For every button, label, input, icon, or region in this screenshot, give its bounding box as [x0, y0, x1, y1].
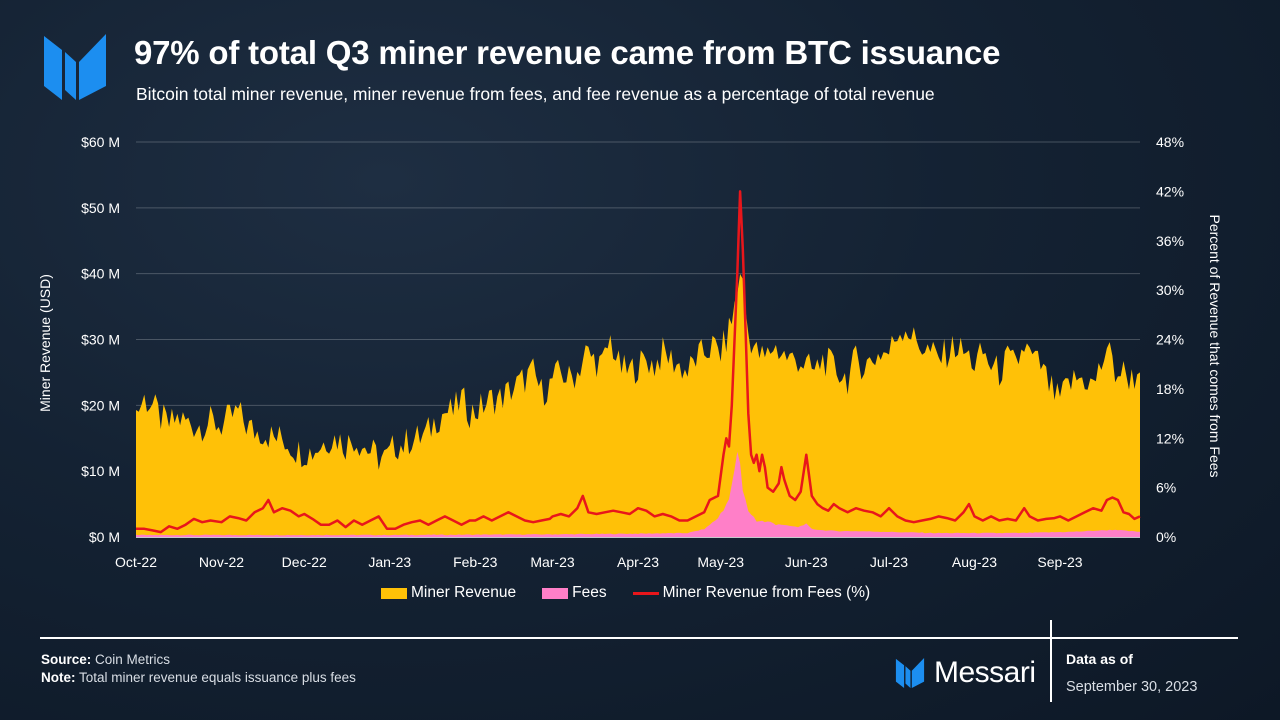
y-tick-label: $0 M: [89, 529, 120, 545]
y2-axis-label: Percent of Revenue that comes from Fees: [1207, 214, 1223, 477]
y-tick-label: $50 M: [81, 200, 120, 216]
x-tick-label: Aug-23: [952, 554, 997, 570]
y-tick-label: $20 M: [81, 397, 120, 413]
source-value: Coin Metrics: [95, 652, 171, 667]
y2-tick-label: 24%: [1156, 332, 1184, 348]
legend-label-revenue: Miner Revenue: [411, 584, 517, 601]
y2-tick-label: 36%: [1156, 233, 1184, 249]
footer-note: Note: Total miner revenue equals issuanc…: [41, 670, 356, 685]
y-tick-label: $30 M: [81, 332, 120, 348]
x-tick-label: May-23: [697, 554, 744, 570]
legend-item-revenue[interactable]: Miner Revenue: [381, 584, 516, 602]
legend-item-fees[interactable]: Fees: [542, 584, 607, 602]
y2-tick-label: 42%: [1156, 183, 1184, 199]
x-tick-label: Jan-23: [368, 554, 411, 570]
x-tick-label: Dec-22: [282, 554, 327, 570]
y2-tick-label: 6%: [1156, 480, 1176, 496]
footer-divider: [40, 637, 1238, 639]
series-line-fee-percent: [136, 190, 1141, 534]
x-tick-label: Jul-23: [870, 554, 908, 570]
note-label: Note:: [41, 670, 76, 685]
y2-tick-label: 12%: [1156, 430, 1184, 446]
y2-tick-label: 30%: [1156, 282, 1184, 298]
chart-lines: [136, 190, 1141, 534]
chart-areas: [136, 274, 1140, 537]
legend-swatch-percent: [632, 591, 659, 595]
legend-label-fees: Fees: [572, 584, 607, 601]
note-value: Total miner revenue equals issuance plus…: [79, 670, 356, 685]
page-title: 97% of total Q3 miner revenue came from …: [134, 34, 1001, 71]
chart-legend: Miner Revenue Fees Miner Revenue from Fe…: [381, 584, 896, 602]
legend-item-percent[interactable]: Miner Revenue from Fees (%): [632, 584, 871, 602]
x-tick-label: Sep-23: [1037, 554, 1082, 570]
x-tick-label: Apr-23: [617, 554, 659, 570]
messari-brand-icon: [895, 658, 925, 688]
brand-name: Messari: [934, 656, 1036, 689]
y-axis-label: Miner Revenue (USD): [37, 274, 53, 412]
y2-tick-label: 48%: [1156, 134, 1184, 150]
data-as-of-label: Data as of: [1066, 651, 1133, 667]
brand-block: Messari: [894, 656, 1036, 690]
y-tick-label: $60 M: [81, 134, 120, 150]
x-tick-label: Jun-23: [785, 554, 828, 570]
legend-swatch-revenue: [381, 587, 407, 599]
y2-tick-label: 18%: [1156, 381, 1184, 397]
x-tick-label: Mar-23: [530, 554, 575, 570]
messari-logo-icon: [44, 34, 106, 100]
x-tick-label: Oct-22: [115, 554, 157, 570]
source-label: Source:: [41, 652, 92, 667]
x-tick-label: Nov-22: [199, 554, 244, 570]
series-area-miner-revenue: [136, 274, 1140, 537]
legend-swatch-fees: [542, 587, 569, 599]
y2-tick-label: 0%: [1156, 529, 1176, 545]
y-tick-label: $40 M: [81, 266, 120, 282]
legend-label-percent: Miner Revenue from Fees (%): [662, 584, 871, 601]
y-tick-label: $10 M: [81, 463, 120, 479]
footer-vertical-divider: [1050, 620, 1052, 702]
page-subtitle: Bitcoin total miner revenue, miner reven…: [136, 84, 935, 104]
tick-labels: $0 M $10 M $20 M $30 M $40 M $50 M $60 M 0% 6% 12…: [81, 134, 1184, 570]
x-tick-label: Feb-23: [453, 554, 498, 570]
footer-source: Source: Coin Metrics: [41, 652, 170, 667]
data-as-of-date: September 30, 2023: [1066, 679, 1198, 695]
miner-revenue-chart: $0 M $10 M $20 M $30 M $40 M $50 M $60 M 0% 6% 12…: [37, 134, 1223, 570]
